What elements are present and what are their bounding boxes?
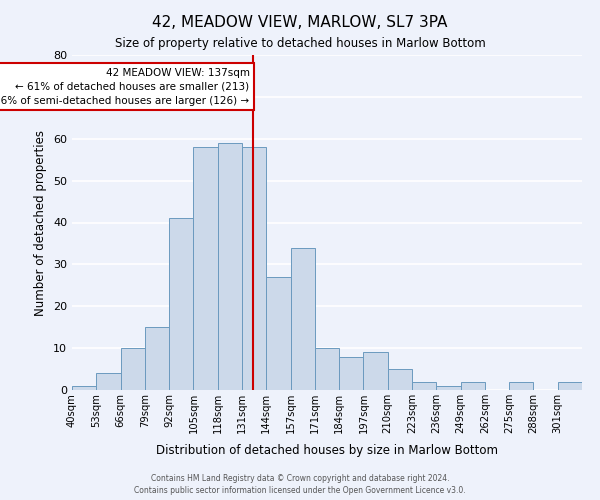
Bar [72, 386, 96, 390]
Text: Size of property relative to detached houses in Marlow Bottom: Size of property relative to detached ho… [115, 38, 485, 51]
Bar [388, 369, 412, 390]
Bar [96, 373, 121, 390]
Bar [121, 348, 145, 390]
Bar [339, 356, 364, 390]
X-axis label: Distribution of detached houses by size in Marlow Bottom: Distribution of detached houses by size … [156, 444, 498, 458]
Bar [364, 352, 388, 390]
Y-axis label: Number of detached properties: Number of detached properties [34, 130, 47, 316]
Text: 42 MEADOW VIEW: 137sqm
← 61% of detached houses are smaller (213)
36% of semi-de: 42 MEADOW VIEW: 137sqm ← 61% of detached… [0, 68, 250, 106]
Bar [266, 277, 290, 390]
Bar [509, 382, 533, 390]
Bar [218, 143, 242, 390]
Bar [436, 386, 461, 390]
Bar [242, 147, 266, 390]
Bar [315, 348, 339, 390]
Bar [290, 248, 315, 390]
Bar [412, 382, 436, 390]
Bar [461, 382, 485, 390]
Bar [193, 147, 218, 390]
Bar [169, 218, 193, 390]
Text: Contains HM Land Registry data © Crown copyright and database right 2024.
Contai: Contains HM Land Registry data © Crown c… [134, 474, 466, 495]
Bar [145, 327, 169, 390]
Text: 42, MEADOW VIEW, MARLOW, SL7 3PA: 42, MEADOW VIEW, MARLOW, SL7 3PA [152, 15, 448, 30]
Bar [558, 382, 582, 390]
